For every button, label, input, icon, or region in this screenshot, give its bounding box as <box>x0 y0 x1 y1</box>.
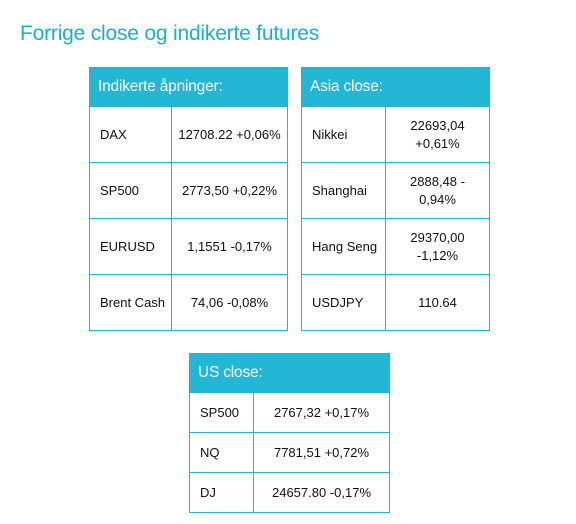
table-header-row: Asia close: <box>301 67 490 107</box>
table-header-row: Indikerte åpninger: <box>89 67 288 107</box>
instrument-value: 22693,04 +0,61% <box>385 106 490 163</box>
table-row: EURUSD 1,1551 -0,17% <box>89 218 288 275</box>
instrument-value: 2888,48 - 0,94% <box>385 162 490 219</box>
instrument-value: 7781,51 +0,72% <box>253 432 390 473</box>
instrument-name: USDJPY <box>301 274 386 331</box>
table-row: Brent Cash 74,06 -0,08% <box>89 274 288 331</box>
table-row: NQ 7781,51 +0,72% <box>189 432 390 473</box>
table-header: US close: <box>189 353 390 393</box>
table-row: DAX 12708.22 +0,06% <box>89 106 288 163</box>
asia-close-table: Asia close: Nikkei 22693,04 +0,61% Shang… <box>301 67 490 331</box>
table-row: USDJPY 110.64 <box>301 274 490 331</box>
instrument-name: DAX <box>89 106 172 163</box>
table-header: Asia close: <box>301 67 490 107</box>
instrument-name: DJ <box>189 472 254 513</box>
table-row: Hang Seng 29370,00 -1,12% <box>301 218 490 275</box>
table-row: Shanghai 2888,48 - 0,94% <box>301 162 490 219</box>
page-title: Forrige close og indikerte futures <box>20 22 320 45</box>
instrument-name: EURUSD <box>89 218 172 275</box>
indicated-openings-table: Indikerte åpninger: DAX 12708.22 +0,06% … <box>89 67 288 331</box>
instrument-value: 1,1551 -0,17% <box>171 218 288 275</box>
us-close-table: US close: SP500 2767,32 +0,17% NQ 7781,5… <box>189 353 390 513</box>
table-row: SP500 2767,32 +0,17% <box>189 392 390 433</box>
instrument-value: 29370,00 -1,12% <box>385 218 490 275</box>
instrument-name: Hang Seng <box>301 218 386 275</box>
table-row: SP500 2773,50 +0,22% <box>89 162 288 219</box>
table-header: Indikerte åpninger: <box>89 67 288 107</box>
instrument-name: NQ <box>189 432 254 473</box>
table-header-row: US close: <box>189 353 390 393</box>
instrument-name: Shanghai <box>301 162 386 219</box>
instrument-value: 2767,32 +0,17% <box>253 392 390 433</box>
instrument-value: 12708.22 +0,06% <box>171 106 288 163</box>
instrument-value: 2773,50 +0,22% <box>171 162 288 219</box>
table-row: Nikkei 22693,04 +0,61% <box>301 106 490 163</box>
table-row: DJ 24657.80 -0,17% <box>189 472 390 513</box>
instrument-value: 110.64 <box>385 274 490 331</box>
instrument-value: 24657.80 -0,17% <box>253 472 390 513</box>
instrument-name: SP500 <box>89 162 172 219</box>
instrument-name: Nikkei <box>301 106 386 163</box>
instrument-value: 74,06 -0,08% <box>171 274 288 331</box>
instrument-name: Brent Cash <box>89 274 172 331</box>
instrument-name: SP500 <box>189 392 254 433</box>
